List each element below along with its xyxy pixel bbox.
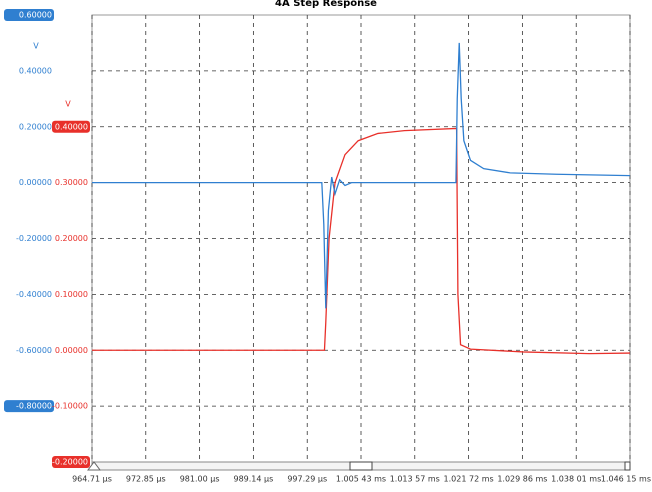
axis-marker (4, 9, 54, 21)
x-tick-label: 964.71 µs (72, 475, 112, 484)
trace (92, 42, 631, 309)
scroll-bar[interactable] (87, 461, 631, 471)
x-tick-label: 972.85 µs (126, 475, 166, 484)
x-tick-label: 1.013 57 ms (390, 475, 440, 484)
x-tick-label: 1.021 72 ms (444, 475, 494, 484)
y-tick-label: -0.80000 (16, 402, 52, 411)
y-tick-label: -0.10000 (52, 402, 88, 411)
y-tick-label: 0.40000 (19, 66, 52, 75)
y-tick-label: -0.60000 (16, 346, 52, 355)
trace (92, 127, 631, 355)
x-tick-label: 1.005 43 ms (336, 475, 386, 484)
y-tick-label: 0.00000 (55, 346, 88, 355)
y-tick-label: -0.20000 (16, 234, 52, 243)
scroll-thumb[interactable] (349, 461, 373, 471)
y-tick-label: 0.20000 (19, 122, 52, 131)
chart-title: 4A Step Response (275, 0, 377, 9)
y-tick-label: 0.00000 (19, 178, 52, 187)
axis-marker (52, 120, 90, 133)
x-tick-label: 1.038 01 ms (551, 475, 601, 484)
x-tick-label: 981.00 µs (180, 475, 220, 484)
x-tick-label: 1.029 86 ms (497, 475, 547, 484)
y-tick-label: 0.30000 (55, 178, 88, 187)
x-tick-label: 1.046 15 ms (601, 475, 651, 484)
y-tick-label: 0.60000 (19, 11, 52, 20)
scroll-right-handle[interactable] (624, 461, 631, 471)
axis-marker (4, 400, 54, 413)
x-tick-label: 989.14 µs (233, 475, 273, 484)
y-tick-label: 0.20000 (55, 234, 88, 243)
y-tick-label: 0.40000 (55, 122, 88, 131)
scroll-left-handle[interactable] (87, 461, 101, 471)
axis-marker (52, 456, 90, 468)
x-tick-label: 997.29 µs (287, 475, 327, 484)
y2-unit: V (65, 100, 71, 109)
y-tick-label: 0.10000 (55, 290, 88, 299)
y-tick-label: -0.20000 (52, 458, 88, 467)
y-tick-label: -0.40000 (16, 290, 52, 299)
y-unit: V (33, 42, 39, 51)
